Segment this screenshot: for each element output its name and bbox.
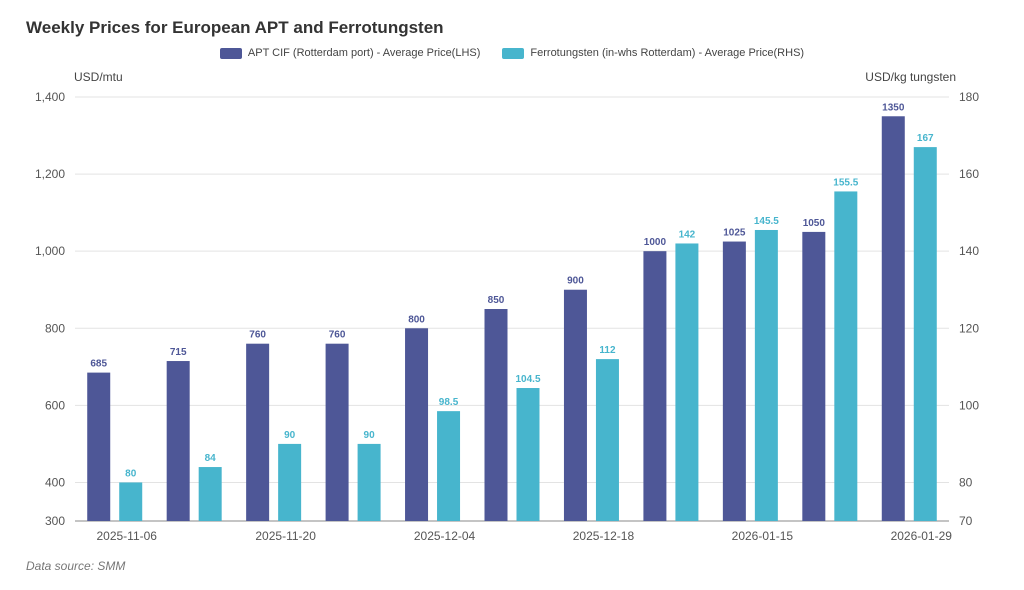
data-label-apt: 850 <box>488 295 505 306</box>
x-tick-label: 2026-01-15 <box>732 529 794 543</box>
x-tick-label: 2025-11-06 <box>96 529 157 543</box>
bar-apt <box>563 289 587 521</box>
data-label-ferrotungsten: 98.5 <box>439 397 459 408</box>
y-right-tick-label: 120 <box>959 321 979 335</box>
y-left-tick-label: 300 <box>45 514 65 528</box>
bar-ferrotungsten <box>437 411 461 521</box>
y-right-tick-label: 70 <box>959 514 973 528</box>
data-label-ferrotungsten: 90 <box>364 430 376 441</box>
bar-apt <box>643 251 667 521</box>
data-label-apt: 715 <box>170 347 187 358</box>
y-right-tick-label: 140 <box>959 244 979 258</box>
data-label-apt: 760 <box>249 330 266 341</box>
data-label-apt: 900 <box>567 276 584 287</box>
bar-ferrotungsten <box>516 388 540 521</box>
legend-label-ferrotungsten: Ferrotungsten (in-whs Rotterdam) - Avera… <box>530 47 805 59</box>
x-tick-label: 2025-11-20 <box>255 529 316 543</box>
x-tick-label: 2025-12-04 <box>414 529 476 543</box>
data-label-ferrotungsten: 167 <box>917 133 934 144</box>
left-axis-unit: USD/mtu <box>74 70 123 84</box>
y-left-tick-label: 1,000 <box>35 244 65 258</box>
bar-apt <box>802 231 826 521</box>
bar-apt <box>484 309 508 521</box>
data-label-apt: 685 <box>90 359 107 370</box>
y-left-tick-label: 600 <box>45 398 65 412</box>
bar-apt <box>405 328 429 521</box>
right-axis-unit: USD/kg tungsten <box>865 70 956 84</box>
bar-apt <box>246 343 270 521</box>
legend-swatch-ferrotungsten <box>502 47 525 59</box>
bar-ferrotungsten <box>595 359 619 521</box>
bar-apt <box>881 116 905 521</box>
y-left-tick-label: 1,400 <box>35 90 65 104</box>
y-right-tick-label: 100 <box>959 398 979 412</box>
legend-swatch-apt <box>219 47 242 59</box>
bar-apt <box>325 343 349 521</box>
data-source: Data source: SMM <box>26 559 126 573</box>
data-label-ferrotungsten: 90 <box>284 430 296 441</box>
bar-ferrotungsten <box>834 191 858 521</box>
y-right-tick-label: 80 <box>959 475 973 489</box>
y-left-tick-label: 800 <box>45 321 65 335</box>
y-right-tick-label: 160 <box>959 167 979 181</box>
legend-item-ferrotungsten[interactable]: Ferrotungsten (in-whs Rotterdam) - Avera… <box>502 47 804 59</box>
bar-ferrotungsten <box>913 147 937 522</box>
bar-apt <box>722 241 746 521</box>
legend-label-apt: APT CIF (Rotterdam port) - Average Price… <box>247 47 481 59</box>
x-tick-label: 2025-12-18 <box>573 529 635 543</box>
y-left-tick-label: 1,200 <box>35 167 65 181</box>
y-right-tick-label: 180 <box>959 90 979 104</box>
data-label-apt: 1000 <box>644 237 667 248</box>
bar-ferrotungsten <box>357 443 381 521</box>
data-label-ferrotungsten: 84 <box>205 453 217 464</box>
bar-ferrotungsten <box>754 229 778 521</box>
data-label-ferrotungsten: 112 <box>599 345 616 356</box>
y-left-tick-label: 400 <box>45 475 65 489</box>
bar-ferrotungsten <box>198 467 222 521</box>
data-label-apt: 800 <box>408 314 425 325</box>
data-label-ferrotungsten: 104.5 <box>515 374 540 385</box>
bar-apt <box>87 372 111 521</box>
data-label-apt: 1350 <box>882 102 905 113</box>
bar-ferrotungsten <box>119 482 143 521</box>
legend-item-apt[interactable]: APT CIF (Rotterdam port) - Average Price… <box>219 47 481 59</box>
chart-title: Weekly Prices for European APT and Ferro… <box>26 18 444 37</box>
data-label-ferrotungsten: 80 <box>125 468 137 479</box>
bar-ferrotungsten <box>675 243 699 522</box>
data-label-ferrotungsten: 155.5 <box>833 177 858 188</box>
legend: APT CIF (Rotterdam port) - Average Price… <box>0 47 1024 59</box>
data-label-apt: 1025 <box>723 228 746 239</box>
x-tick-label: 2026-01-29 <box>891 529 953 543</box>
bar-apt <box>166 361 190 521</box>
data-label-apt: 760 <box>329 330 346 341</box>
data-label-ferrotungsten: 142 <box>679 229 696 240</box>
data-label-ferrotungsten: 145.5 <box>754 216 779 227</box>
bar-ferrotungsten <box>278 443 302 521</box>
data-label-apt: 1050 <box>803 218 826 229</box>
